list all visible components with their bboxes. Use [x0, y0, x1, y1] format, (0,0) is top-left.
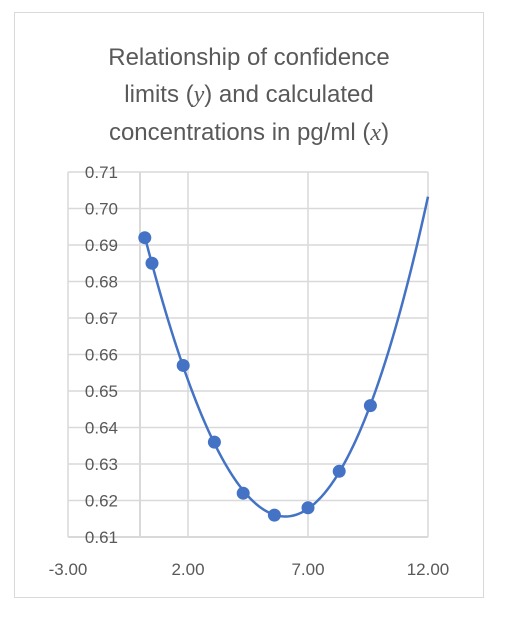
x-tick-label: 7.00	[291, 560, 324, 579]
x-tick-label: -3.00	[49, 560, 88, 579]
trendline	[143, 196, 430, 518]
y-tick-label: 0.63	[85, 455, 118, 474]
y-tick-label: 0.61	[85, 528, 118, 547]
tick-labels: 0.71 0.70 0.69 0.68 0.67 0.66 0.65 0.64 0.63 0.62…	[49, 163, 450, 579]
title-text: Relationship of confidence	[108, 44, 390, 71]
y-tick-label: 0.69	[85, 236, 118, 255]
chart-title: Relationship of confidence limits (y) an…	[15, 39, 483, 152]
title-variable-y: y	[193, 82, 205, 108]
data-point	[145, 256, 159, 270]
title-line-1: Relationship of confidence	[15, 39, 483, 76]
data-point	[207, 435, 221, 449]
title-text: limits (	[124, 81, 194, 108]
title-text: ) and calculated	[204, 81, 374, 108]
data-point	[332, 464, 346, 478]
data-point	[176, 358, 190, 372]
title-text: )	[381, 119, 390, 146]
title-line-2: limits (y) and calculated	[15, 76, 483, 114]
data-point	[236, 486, 250, 500]
data-point	[363, 399, 377, 413]
data-point	[138, 231, 152, 245]
y-tick-label: 0.62	[85, 492, 118, 511]
axes	[68, 172, 428, 538]
data-series	[138, 196, 430, 522]
y-tick-label: 0.68	[85, 273, 118, 292]
y-tick-label: 0.70	[85, 200, 118, 219]
title-variable-x: x	[370, 120, 382, 146]
x-tick-label: 2.00	[171, 560, 204, 579]
gridlines	[67, 171, 429, 538]
title-text: concentrations in pg/ml (	[108, 119, 371, 146]
y-tick-label: 0.71	[85, 163, 118, 182]
title-line-3: concentrations in pg/ml (x)	[15, 114, 483, 152]
data-point	[267, 508, 281, 522]
y-tick-label: 0.65	[85, 382, 118, 401]
y-tick-label: 0.67	[85, 309, 118, 328]
y-tick-label: 0.64	[85, 419, 118, 438]
x-tick-label: 12.00	[407, 560, 450, 579]
data-point	[301, 501, 315, 515]
y-tick-label: 0.66	[85, 346, 118, 365]
